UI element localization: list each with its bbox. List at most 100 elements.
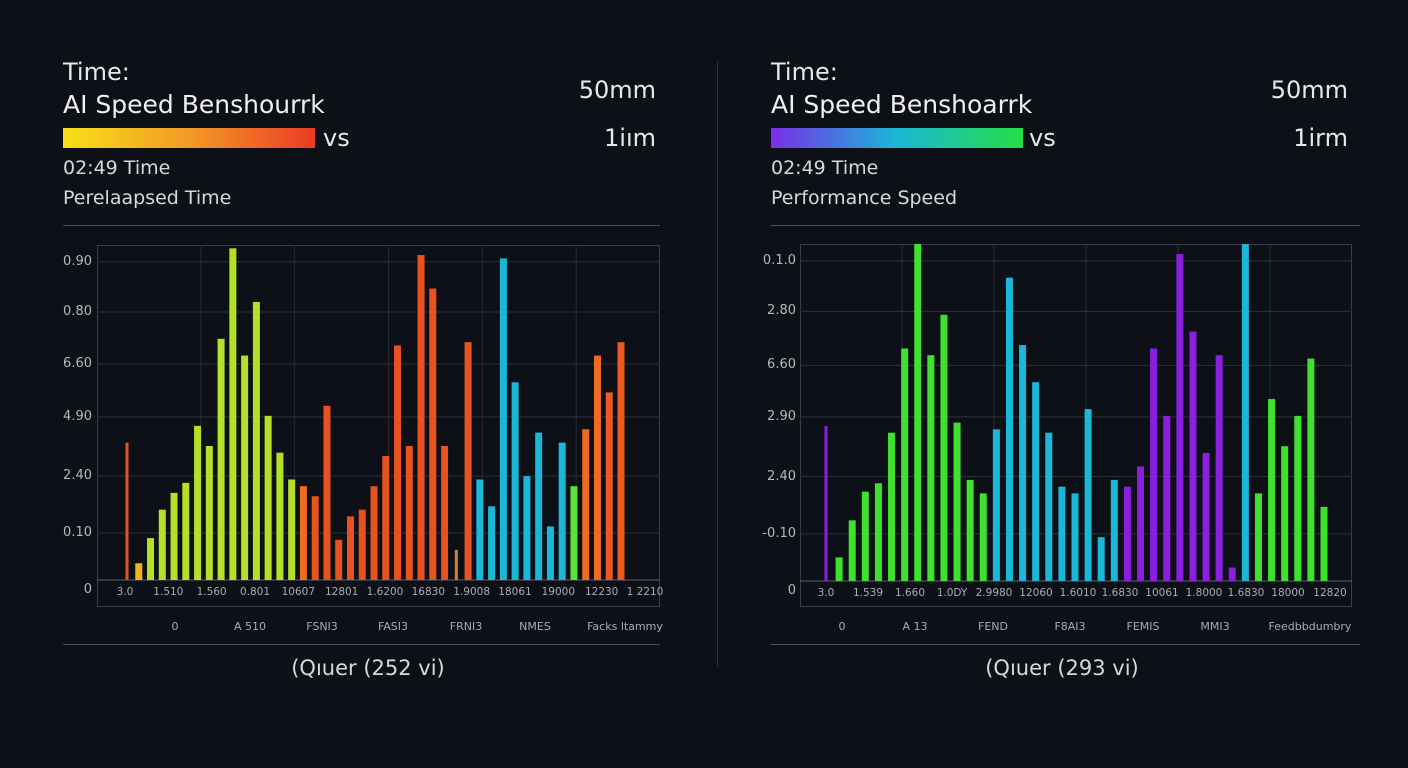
bar bbox=[358, 509, 366, 580]
x-tick-label: 10061 bbox=[1145, 587, 1179, 599]
gradient-bar bbox=[771, 128, 1023, 148]
bar bbox=[605, 392, 613, 580]
category-label: A 13 bbox=[902, 620, 928, 633]
bar bbox=[1307, 358, 1315, 581]
gradient-bar bbox=[63, 128, 315, 148]
panel-subtitle: Performance Speed bbox=[771, 187, 958, 209]
bar bbox=[276, 452, 284, 580]
bar bbox=[1228, 567, 1236, 581]
bar bbox=[1005, 277, 1013, 581]
bar bbox=[335, 539, 343, 580]
bar bbox=[229, 248, 237, 580]
vs-label: vs bbox=[323, 124, 350, 152]
y-tick-label: 0 bbox=[83, 582, 92, 597]
bar bbox=[454, 549, 458, 580]
bar bbox=[1110, 479, 1118, 581]
category-label: FEND bbox=[978, 620, 1008, 633]
chart-caption: (Qıuer (252 vi) bbox=[291, 656, 445, 680]
bar bbox=[346, 516, 354, 580]
bar bbox=[1254, 493, 1262, 581]
bar bbox=[848, 520, 856, 581]
plot-area bbox=[97, 245, 660, 607]
y-tick-label: 2.80 bbox=[767, 303, 796, 319]
bar bbox=[499, 258, 507, 580]
x-tick-label: 1.6830 bbox=[1227, 587, 1265, 599]
x-tick-label: 12820 bbox=[1313, 587, 1347, 599]
chart-caption: (Qıuer (293 vi) bbox=[985, 656, 1139, 680]
panel-title: AI Speed Benshoarrk bbox=[771, 90, 1033, 119]
bar bbox=[1241, 244, 1249, 581]
x-tick-label: 10607 bbox=[281, 586, 316, 598]
y-tick-label: 6.60 bbox=[63, 355, 92, 371]
bar bbox=[194, 425, 202, 580]
divider bbox=[63, 644, 660, 645]
value-bottom: 1iım bbox=[604, 124, 656, 152]
x-tick-label: 1.660 bbox=[894, 587, 926, 599]
vs-label: vs bbox=[1029, 124, 1056, 152]
elapsed-time: 02:49 Time bbox=[63, 157, 171, 179]
bar bbox=[861, 491, 869, 581]
bar bbox=[1032, 382, 1040, 581]
bar bbox=[1019, 345, 1027, 581]
bar bbox=[476, 479, 484, 580]
x-tick-label: 12230 bbox=[584, 586, 619, 598]
panel-subtitle: Perelaapsed Time bbox=[63, 187, 232, 209]
y-tick-label: 2.40 bbox=[63, 468, 92, 484]
category-label: FRNI3 bbox=[449, 620, 483, 633]
bar bbox=[158, 509, 166, 580]
bar bbox=[1150, 348, 1158, 581]
panel-title: AI Speed Benshourrk bbox=[63, 90, 325, 119]
bar bbox=[1058, 486, 1066, 581]
bar bbox=[835, 557, 843, 581]
x-tick-label: 1.539 bbox=[852, 587, 884, 599]
bar bbox=[901, 348, 909, 581]
bar bbox=[940, 314, 948, 581]
bar bbox=[953, 422, 961, 581]
x-tick-label: 3.0 bbox=[116, 586, 134, 598]
category-label: FASI3 bbox=[377, 620, 409, 633]
bar bbox=[1071, 493, 1079, 581]
bar bbox=[1123, 486, 1131, 581]
x-tick-label: 1.6010 bbox=[1059, 587, 1097, 599]
y-tick-label: 2.40 bbox=[767, 468, 796, 484]
bar bbox=[824, 425, 828, 581]
x-tick-label: 1.9008 bbox=[453, 586, 491, 598]
category-label: 0 bbox=[838, 620, 846, 633]
time-label: Time: bbox=[771, 58, 838, 86]
bar bbox=[927, 355, 935, 581]
category-label: MMI3 bbox=[1200, 620, 1230, 633]
x-tick-label: 2.9980 bbox=[975, 587, 1013, 599]
bar bbox=[1268, 399, 1276, 581]
bar bbox=[617, 342, 625, 580]
bar bbox=[1097, 537, 1105, 581]
bar bbox=[582, 429, 590, 580]
bar bbox=[488, 506, 496, 580]
category-label: A 510 bbox=[233, 620, 267, 633]
bar bbox=[1084, 409, 1092, 581]
bar bbox=[299, 486, 307, 580]
x-tick-label: 1.6830 bbox=[1101, 587, 1139, 599]
bar bbox=[323, 405, 331, 580]
bar bbox=[464, 342, 472, 580]
x-tick-label: 18000 bbox=[1271, 587, 1305, 599]
y-tick-label: 6.60 bbox=[767, 357, 796, 373]
bar bbox=[966, 479, 974, 581]
x-tick-label: 1.8000 bbox=[1185, 587, 1223, 599]
bar bbox=[382, 456, 390, 580]
category-label: FEMIS bbox=[1126, 620, 1160, 633]
y-tick-label: 0 bbox=[787, 583, 796, 598]
bar bbox=[1294, 415, 1302, 581]
bar bbox=[125, 442, 129, 580]
bar bbox=[1163, 415, 1171, 581]
bar bbox=[394, 345, 402, 580]
bar bbox=[252, 301, 260, 580]
plot-area bbox=[800, 244, 1352, 607]
bar bbox=[241, 355, 249, 580]
y-tick-label: 0.80 bbox=[63, 304, 92, 319]
bar bbox=[1281, 446, 1289, 581]
value-top: 50mm bbox=[1270, 76, 1348, 104]
x-tick-label: 1 2210 bbox=[626, 586, 664, 598]
category-label: FSNI3 bbox=[306, 620, 338, 633]
x-tick-label: 16830 bbox=[411, 586, 446, 598]
